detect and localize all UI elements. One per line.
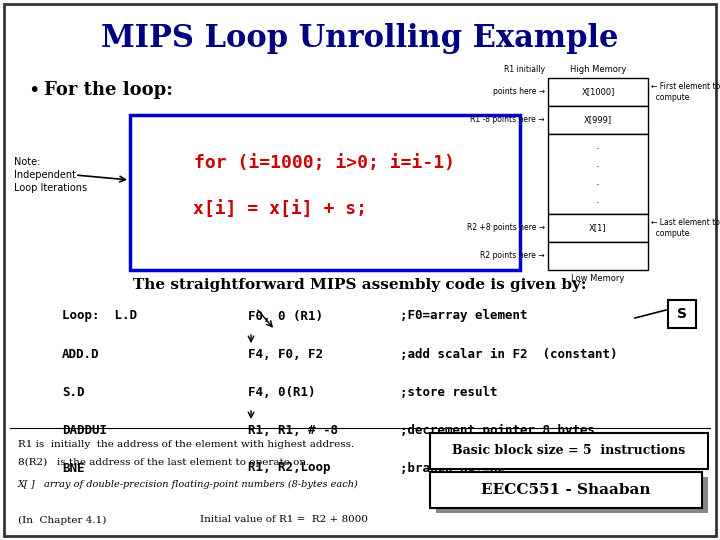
Text: Initial value of R1 =  R2 + 8000: Initial value of R1 = R2 + 8000 (200, 516, 368, 524)
Text: (In  Chapter 4.1): (In Chapter 4.1) (18, 516, 107, 524)
Bar (548, 134, 648, 214)
Text: For the loop:: For the loop: (44, 81, 173, 99)
Bar (548, 78, 648, 106)
Text: ← First element to
  compute: ← First element to compute (651, 82, 720, 102)
Bar (668, 300, 696, 328)
Text: 8(R2)   is the address of the last element to operate on.: 8(R2) is the address of the last element… (18, 458, 310, 467)
Text: .: . (596, 195, 600, 205)
Text: S: S (677, 307, 687, 321)
Text: EECC551 - Shaaban: EECC551 - Shaaban (481, 483, 651, 497)
Text: BNE: BNE (62, 462, 84, 475)
Text: R2 +8 points here →: R2 +8 points here → (467, 224, 545, 233)
Text: ;add scalar in F2  (constant): ;add scalar in F2 (constant) (400, 348, 618, 361)
Text: ;store result: ;store result (400, 386, 498, 399)
Text: MIPS Loop Unrolling Example: MIPS Loop Unrolling Example (102, 23, 618, 53)
Bar (548, 106, 648, 134)
Text: R1 initially: R1 initially (504, 65, 545, 75)
Text: R1, R1, # -8: R1, R1, # -8 (248, 423, 338, 436)
Text: points here →: points here → (493, 87, 545, 97)
Text: F0, 0 (R1): F0, 0 (R1) (248, 309, 323, 322)
Text: Loop:  L.D: Loop: L.D (62, 309, 137, 322)
Text: R1, R2,Loop: R1, R2,Loop (248, 462, 330, 475)
Text: ← Last element to
  compute: ← Last element to compute (651, 218, 720, 238)
Text: Note:
Independent
Loop Iterations: Note: Independent Loop Iterations (14, 157, 87, 193)
Text: X[1000]: X[1000] (581, 87, 615, 97)
Text: •: • (28, 80, 40, 99)
Text: X[1]: X[1] (589, 224, 607, 233)
Text: x[i] = x[i] + s;: x[i] = x[i] + s; (193, 201, 367, 219)
Text: F4, 0(R1): F4, 0(R1) (248, 386, 315, 399)
Text: for (i=1000; i>0; i=i-1): for (i=1000; i>0; i=i-1) (194, 154, 456, 172)
Text: X[ ]   array of double-precision floating-point numbers (8-bytes each): X[ ] array of double-precision floating-… (18, 480, 359, 489)
Text: R2 points here →: R2 points here → (480, 252, 545, 260)
Bar (430, 472, 702, 508)
Bar (130, 115, 520, 270)
Text: ;F0=array element: ;F0=array element (400, 309, 528, 322)
Text: ;decrement pointer 8 bytes: ;decrement pointer 8 bytes (400, 423, 595, 436)
Text: .: . (596, 141, 600, 151)
Text: R1 is  initially  the address of the element with highest address.: R1 is initially the address of the eleme… (18, 440, 354, 449)
Bar (436, 477, 708, 513)
Text: .: . (596, 177, 600, 187)
Text: ADD.D: ADD.D (62, 348, 99, 361)
Text: The straightforward MIPS assembly code is given by:: The straightforward MIPS assembly code i… (133, 278, 587, 292)
Text: DADDUI: DADDUI (62, 423, 107, 436)
Text: .: . (596, 159, 600, 169)
Text: High Memory: High Memory (570, 65, 626, 74)
Text: S.D: S.D (62, 386, 84, 399)
Text: R1 -8 points here →: R1 -8 points here → (470, 116, 545, 125)
Text: ;branch R1!=R2: ;branch R1!=R2 (400, 462, 505, 475)
Text: Basic block size = 5  instructions: Basic block size = 5 instructions (452, 444, 685, 457)
Text: F4, F0, F2: F4, F0, F2 (248, 348, 323, 361)
Bar (548, 242, 648, 270)
Bar (430, 433, 708, 469)
Text: Low Memory: Low Memory (571, 274, 625, 283)
Bar (548, 214, 648, 242)
Text: X[999]: X[999] (584, 116, 612, 125)
